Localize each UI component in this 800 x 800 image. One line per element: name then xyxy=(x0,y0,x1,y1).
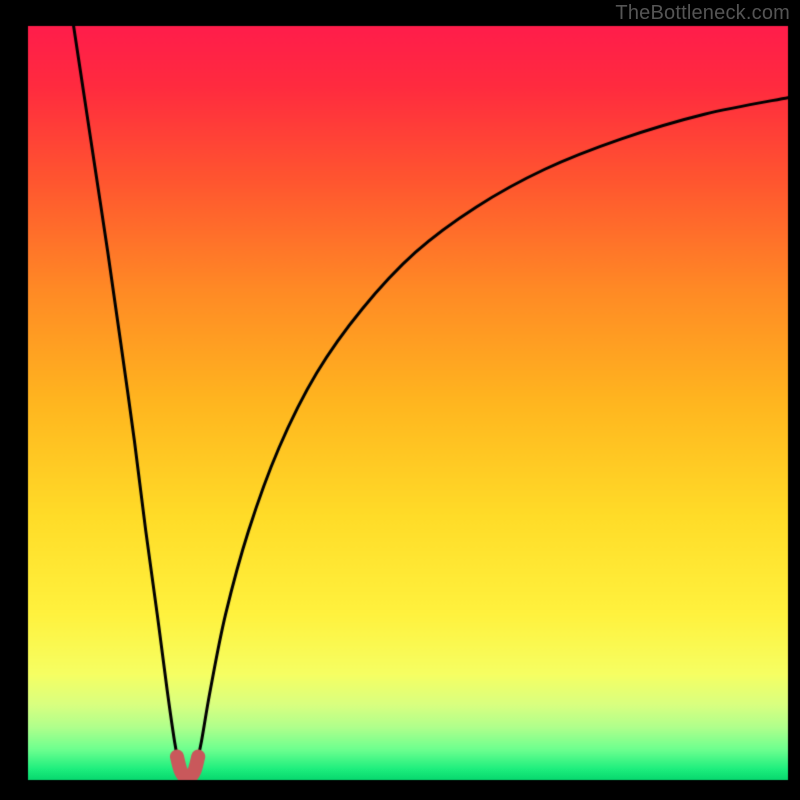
bottleneck-curve-chart xyxy=(0,0,800,800)
chart-root: TheBottleneck.com xyxy=(0,0,800,800)
